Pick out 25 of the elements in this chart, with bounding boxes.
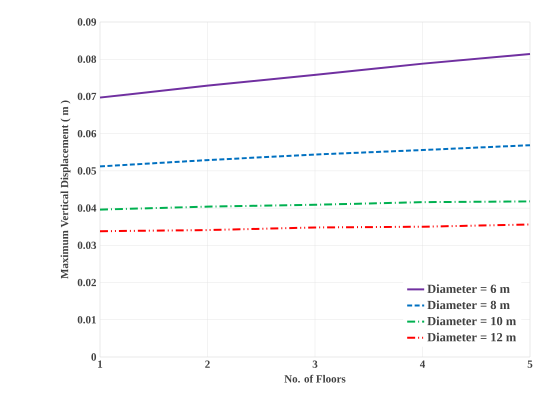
line-series [99, 144, 532, 168]
legend-label: Diameter = 8 m [427, 300, 510, 310]
y-tick-label: 0.05 [78, 167, 96, 175]
y-tick-label: 0.01 [78, 316, 96, 324]
x-tick-label: 2 [205, 360, 210, 368]
x-tick-label: 1 [98, 360, 102, 368]
x-axis-title: No. of Floors [284, 374, 346, 383]
legend-label: Diameter = 12 m [427, 332, 516, 342]
y-tick-label: 0.04 [78, 204, 96, 212]
y-tick-label: 0.08 [78, 56, 96, 63]
y-axis-title: Maximum Vertical Displacement ( m ) [60, 100, 70, 279]
y-tick-label: 0.07 [78, 92, 96, 100]
y-tick-label: 0.03 [78, 242, 96, 250]
y-tick-label: 0.02 [78, 278, 96, 286]
legend-label: Diameter = 6 m [427, 284, 510, 294]
legend-label: Diameter = 10 m [427, 316, 516, 326]
line-series [99, 223, 532, 232]
line-series [99, 53, 532, 99]
y-tick-label: 0.06 [78, 130, 96, 138]
y-tick-label: 0 [91, 353, 96, 361]
x-tick-label: 4 [420, 360, 426, 368]
x-tick-label: 5 [528, 360, 532, 368]
line-series [99, 200, 532, 211]
y-tick-label: 0.09 [78, 18, 96, 26]
x-tick-label: 3 [312, 360, 318, 368]
